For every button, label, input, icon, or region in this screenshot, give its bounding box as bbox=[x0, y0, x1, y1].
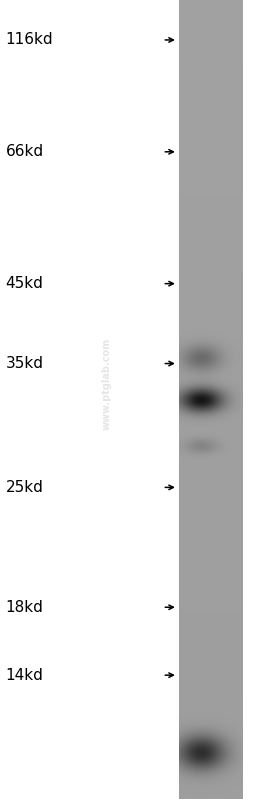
Text: www.ptglab.com: www.ptglab.com bbox=[101, 337, 111, 430]
Text: 14kd: 14kd bbox=[6, 668, 43, 682]
Text: 66kd: 66kd bbox=[6, 145, 44, 159]
Text: 116kd: 116kd bbox=[6, 33, 53, 47]
Text: 18kd: 18kd bbox=[6, 600, 43, 614]
Text: 45kd: 45kd bbox=[6, 276, 43, 291]
Text: 25kd: 25kd bbox=[6, 480, 43, 495]
Text: 35kd: 35kd bbox=[6, 356, 44, 371]
